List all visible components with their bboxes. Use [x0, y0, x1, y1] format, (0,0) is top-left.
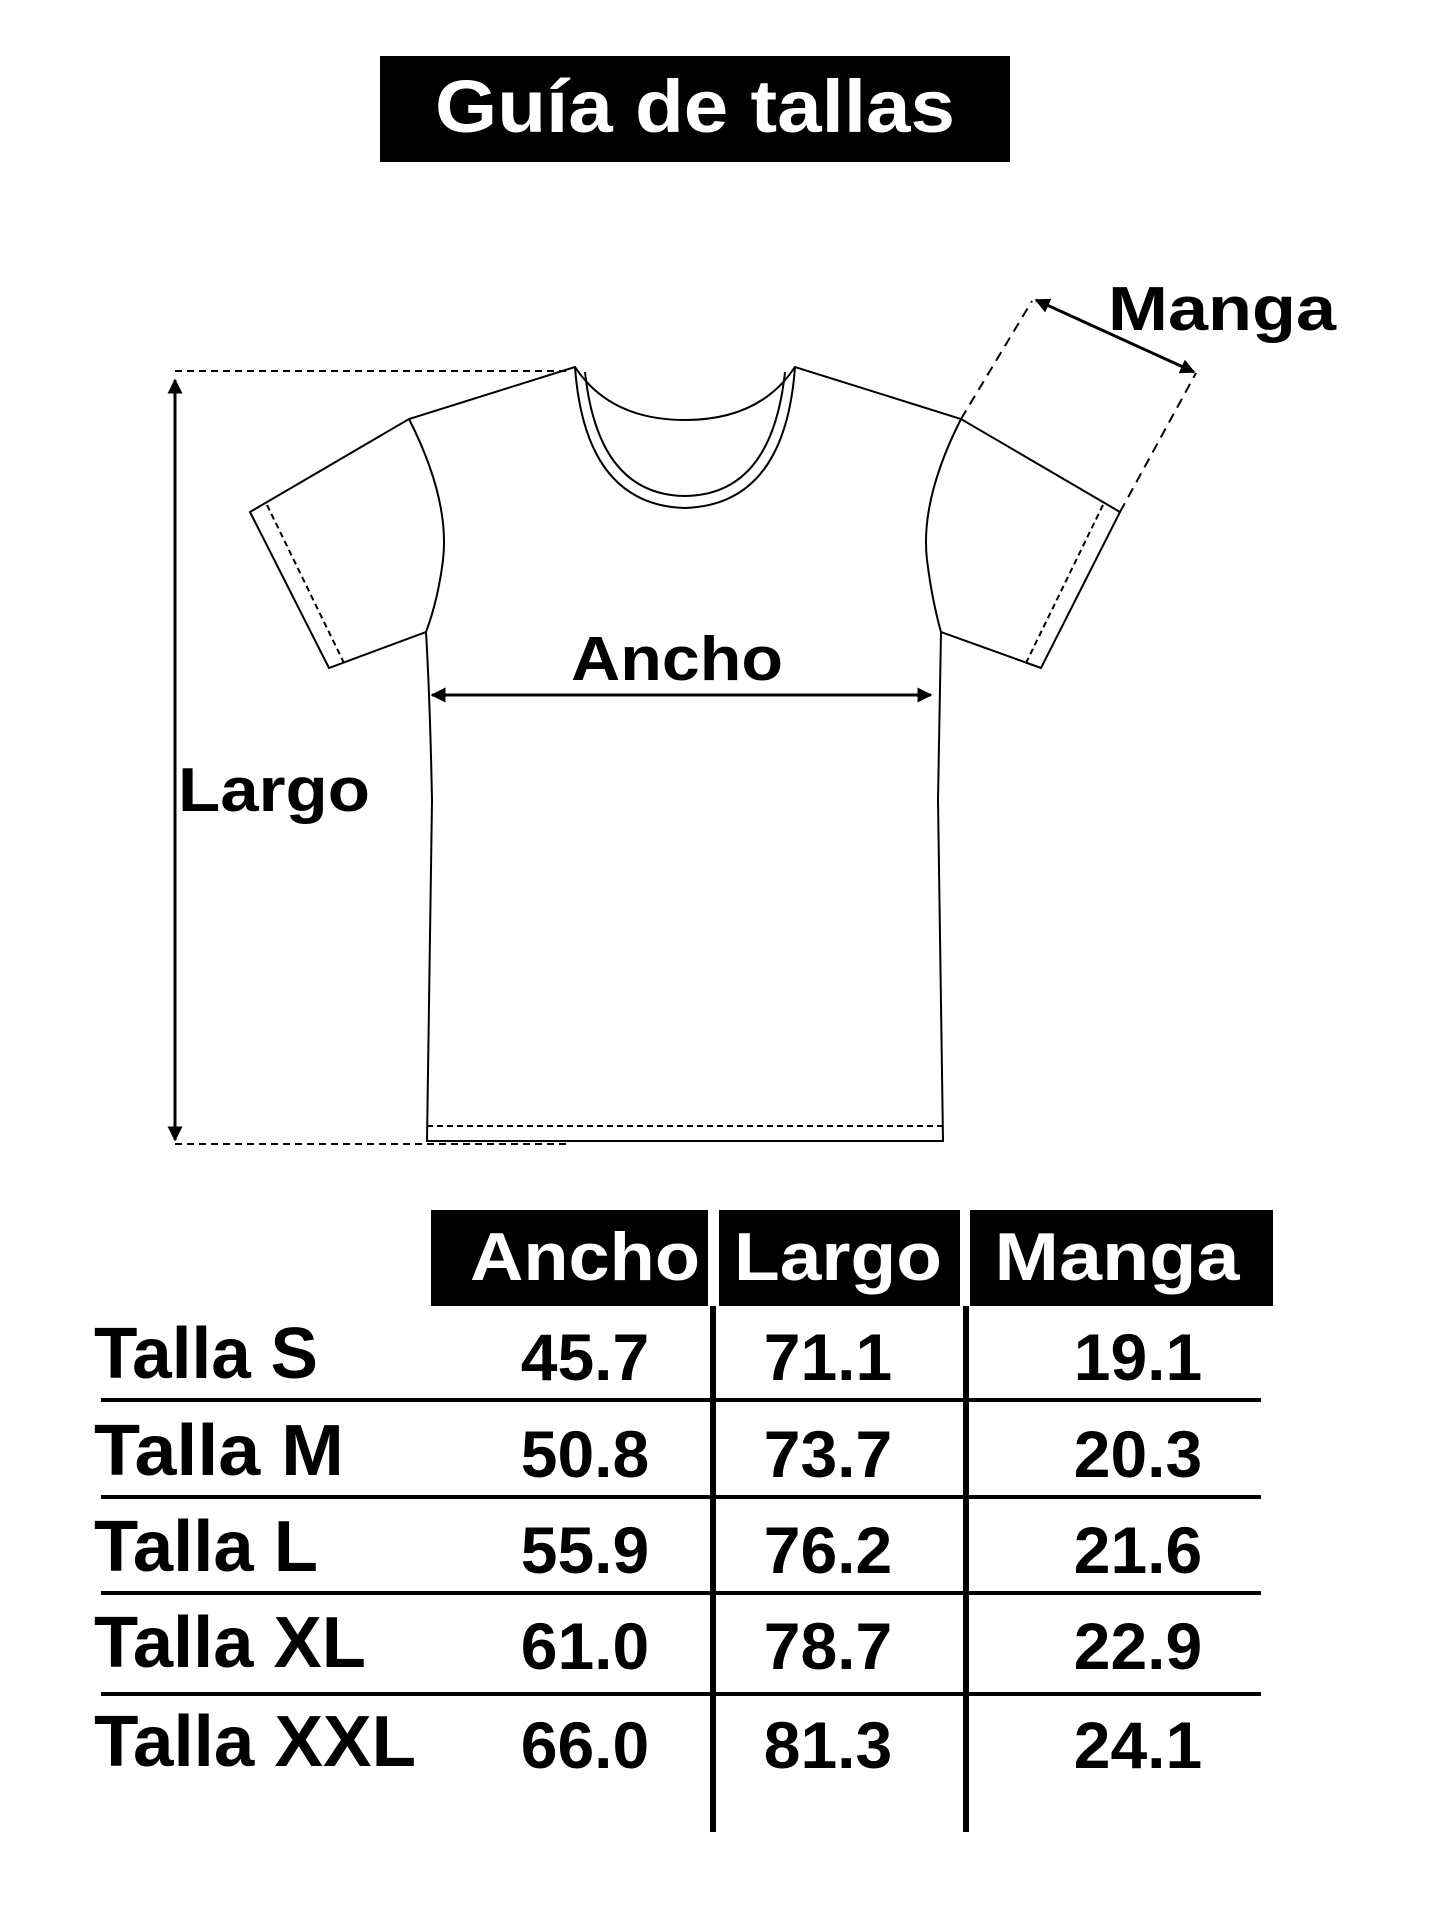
row-label: Talla M	[94, 1411, 344, 1491]
tshirt-diagram	[248, 365, 1122, 1142]
manga-value: 21.6	[1074, 1513, 1202, 1587]
row-label: Talla S	[94, 1314, 318, 1394]
collar	[574, 366, 796, 510]
title-banner: Guía de tallas	[380, 56, 1010, 162]
largo-value: 81.3	[764, 1708, 892, 1782]
tshirt-body	[248, 365, 1122, 1142]
header-largo-bg	[719, 1210, 960, 1306]
ancho-value: 66.0	[521, 1708, 649, 1782]
largo-value: 73.7	[764, 1417, 892, 1491]
largo-measure: Largo	[167, 370, 566, 1145]
table-row: Talla L 55.9 76.2 21.6	[94, 1507, 1202, 1587]
left-armhole	[408, 418, 446, 633]
header-ancho-bg	[431, 1210, 708, 1306]
manga-arrow	[1034, 298, 1196, 374]
ancho-value: 61.0	[521, 1609, 649, 1683]
manga-value: 22.9	[1074, 1609, 1202, 1683]
header-manga: Manga	[995, 1219, 1241, 1295]
largo-value: 78.7	[764, 1609, 892, 1683]
row-divider	[101, 1692, 1261, 1696]
table-row: Talla XXL 66.0 81.3 24.1	[94, 1702, 1202, 1782]
manga-value: 20.3	[1074, 1417, 1202, 1491]
header-ancho: Ancho	[470, 1219, 700, 1295]
ancho-measure: Ancho	[430, 625, 933, 703]
row-divider	[101, 1495, 1261, 1499]
table-row: Talla XL 61.0 78.7 22.9	[94, 1603, 1202, 1683]
row-label: Talla L	[94, 1507, 318, 1587]
row-label: Talla XL	[94, 1603, 366, 1683]
table-row: Talla M 50.8 73.7 20.3	[94, 1411, 1202, 1491]
ancho-value: 50.8	[521, 1417, 649, 1491]
header-largo: Largo	[734, 1219, 942, 1295]
ancho-value: 45.7	[521, 1320, 649, 1394]
column-divider	[963, 1306, 969, 1832]
row-divider	[101, 1398, 1261, 1402]
ancho-label: Ancho	[571, 625, 783, 694]
manga-measure: Manga	[960, 275, 1337, 513]
row-divider	[101, 1591, 1261, 1595]
table-row: Talla S 45.7 71.1 19.1	[94, 1314, 1202, 1394]
page-title: Guía de tallas	[435, 65, 955, 148]
row-label: Talla XXL	[94, 1702, 416, 1782]
manga-value: 24.1	[1074, 1708, 1202, 1782]
ancho-value: 55.9	[521, 1513, 649, 1587]
right-armhole	[924, 418, 962, 633]
manga-value: 19.1	[1074, 1320, 1202, 1394]
largo-value: 71.1	[764, 1320, 892, 1394]
largo-value: 76.2	[764, 1513, 892, 1587]
largo-label: Largo	[178, 756, 370, 825]
column-divider	[710, 1306, 716, 1832]
manga-label: Manga	[1108, 275, 1337, 344]
header-manga-bg	[970, 1210, 1273, 1306]
size-table: Ancho Largo Manga Talla S 45.7 71.1 19.1…	[94, 1210, 1273, 1832]
